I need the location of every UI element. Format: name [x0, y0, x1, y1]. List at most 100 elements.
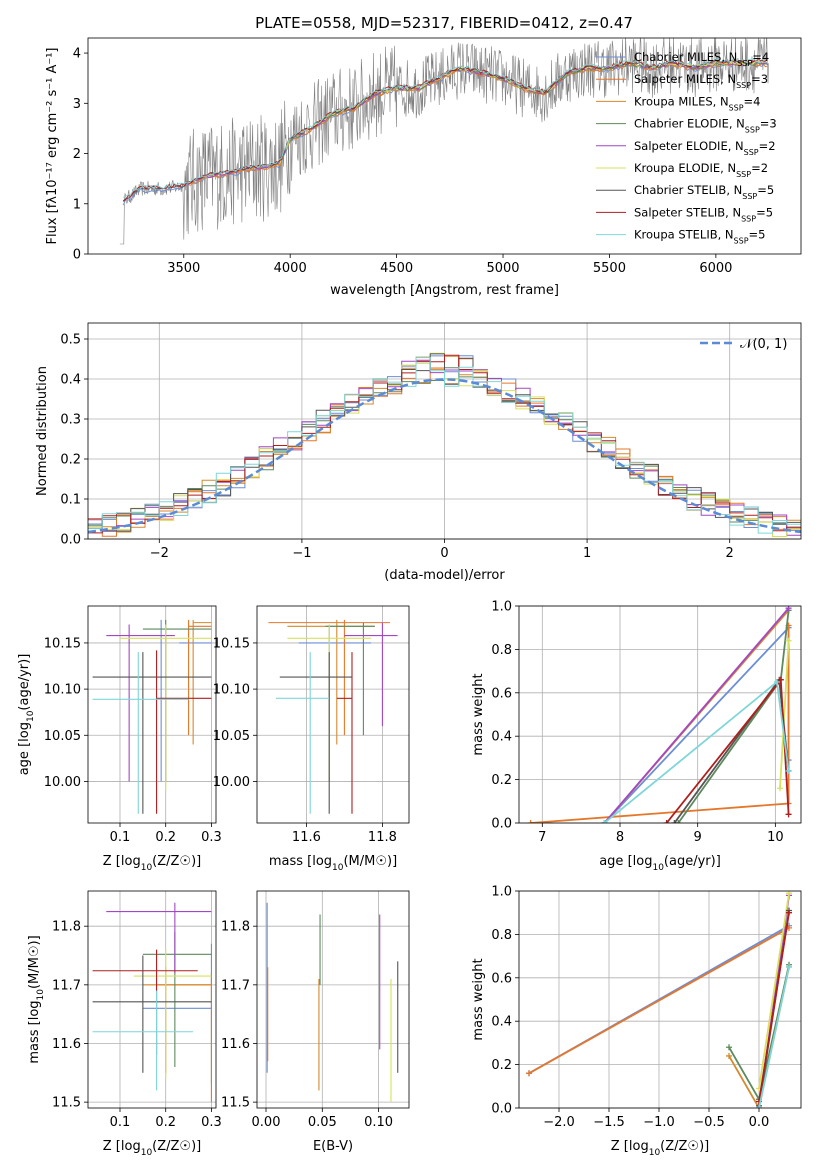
y-axis-label: age [log10(age/yr)]	[17, 654, 36, 776]
series-marker	[756, 1105, 762, 1108]
series-line-6	[758, 893, 790, 1089]
y-tick-label: 0.5	[60, 333, 81, 348]
axes-frame	[518, 890, 802, 1109]
plot-area-mass-vs-ebv	[266, 902, 399, 1103]
y-tick-label: 0	[73, 248, 81, 263]
x-axis-label: wavelength [Angstrom, rest frame]	[330, 283, 559, 298]
y-tick-label: 0.6	[491, 686, 512, 701]
y-tick-label: 0.0	[491, 1102, 512, 1117]
legend-label: Kroupa STELIB, NSSP=5	[634, 228, 765, 246]
x-tick-label: 2	[726, 546, 734, 561]
y-tick-label: 10.00	[44, 775, 81, 790]
series-marker	[663, 820, 670, 823]
series-line-5	[603, 607, 790, 823]
y-tick-label: 0.2	[60, 453, 81, 468]
y-tick-label: 0.0	[491, 817, 512, 832]
series-line-6	[779, 640, 790, 789]
panel-spectrum: 3500 4000 4500 5000 5500 6000 0 1 2 3 4 Chabrier MI…	[45, 37, 802, 298]
x-tick-label: 0.10	[364, 1115, 393, 1130]
series-marker	[785, 767, 792, 774]
x-tick-label: 0.2	[155, 1115, 176, 1130]
axes-frame	[87, 890, 217, 1109]
plot-area-age-vs-mass	[268, 619, 398, 814]
y-tick-label: 3	[73, 97, 81, 112]
series-marker	[671, 820, 678, 823]
y-tick-label: 10.15	[213, 636, 250, 651]
y-tick-label: 11.5	[221, 1096, 250, 1111]
x-tick-label: 8	[616, 830, 624, 845]
x-tick-label: 0.3	[201, 830, 222, 845]
y-tick-label: 11.8	[52, 920, 81, 935]
x-tick-label: 6000	[699, 261, 732, 276]
y-tick-label: 2	[73, 147, 81, 162]
y-tick-label: 0.4	[491, 730, 512, 745]
x-axis-label: E(B-V)	[313, 1139, 353, 1154]
y-axis-label: mass [log10(M/M☉)]	[27, 935, 46, 1063]
plot-area-weight-vs-age	[527, 606, 792, 823]
x-axis-label: Z [log10(Z/Z☉)]	[103, 1139, 201, 1158]
axes-frame	[87, 37, 802, 255]
y-axis-label: mass weight	[471, 958, 486, 1040]
series-marker	[777, 676, 784, 683]
y-tick-label: 10.05	[213, 729, 250, 744]
series-marker	[786, 909, 792, 916]
series-line-2	[528, 927, 790, 1075]
panel-residuals: −2 −1 0 1 2 0.0 0.1 0.2 0.3 0.4 0.5 𝒩(0, 1) (data-mo…	[35, 322, 802, 583]
y-tick-label: 11.7	[52, 978, 81, 993]
x-tick-label: 0.2	[155, 830, 176, 845]
model-spectrum-9	[122, 58, 767, 198]
panel-age-vs-Z: 0.1 0.2 0.3 10.00 10.05 10.10 10.15 Z [log10(Z/…	[17, 605, 222, 873]
series-marker	[777, 785, 784, 792]
x-tick-label: 10	[767, 830, 784, 845]
series-marker	[785, 811, 792, 818]
y-tick-label: 1.0	[491, 885, 512, 900]
legend-label: Salpeter STELIB, NSSP=5	[634, 205, 773, 223]
x-tick-label: −0.5	[693, 1115, 725, 1130]
series-line-8	[758, 912, 790, 1102]
x-tick-label: 0.1	[110, 1115, 131, 1130]
x-tick-label: 1	[583, 546, 591, 561]
series-line-9	[603, 680, 790, 823]
y-tick-label: 1	[73, 197, 81, 212]
x-tick-label: 5000	[486, 261, 519, 276]
axes-frame	[256, 605, 410, 824]
series-marker	[675, 820, 682, 823]
legend-label: Salpeter ELODIE, NSSP=2	[634, 139, 776, 157]
y-tick-label: 11.6	[221, 1037, 250, 1052]
y-tick-label: 10.05	[44, 729, 81, 744]
y-axis-label: mass weight	[471, 673, 486, 755]
legend-label: Chabrier ELODIE, NSSP=3	[634, 117, 777, 135]
x-tick-label: −1	[292, 546, 311, 561]
histogram-9	[88, 357, 801, 534]
x-tick-label: 0.3	[201, 1115, 222, 1130]
series-marker	[526, 1070, 532, 1077]
panel-mass-vs-Z: 0.1 0.2 0.3 11.5 11.6 11.7 11.8 Z [log10(Z/Z☉)]…	[27, 890, 222, 1158]
x-tick-label: 0.0	[749, 1115, 770, 1130]
series-marker	[786, 963, 792, 970]
x-tick-label: 0.00	[252, 1115, 281, 1130]
model-spectrum-8	[122, 59, 767, 202]
y-tick-label: 0.0	[60, 533, 81, 548]
x-axis-label: (data-model)/error	[384, 568, 505, 583]
series-line-9	[758, 966, 790, 1108]
y-tick-label: 10.00	[213, 775, 250, 790]
figure-title: PLATE=0558, MJD=52317, FIBERID=0412, z=0…	[255, 14, 633, 32]
plot-area-spectrum	[119, 38, 769, 245]
x-tick-label: 7	[538, 830, 546, 845]
x-tick-label: 5500	[593, 261, 626, 276]
x-axis-label: age [log10(age/yr)]	[599, 854, 721, 873]
x-tick-label: −1.0	[643, 1115, 675, 1130]
y-tick-label: 0.2	[491, 1058, 512, 1073]
y-tick-label: 11.5	[52, 1096, 81, 1111]
legend-label: Salpeter MILES, NSSP=3	[634, 72, 768, 90]
x-tick-label: 11.8	[368, 830, 397, 845]
series-marker	[726, 1044, 732, 1051]
y-tick-label: 0.1	[60, 493, 81, 508]
y-tick-label: 1.0	[491, 600, 512, 615]
y-axis-label: Flux [fλ10⁻¹⁷ erg cm⁻² s⁻¹ A⁻¹]	[45, 48, 60, 245]
x-tick-label: −2	[150, 546, 169, 561]
series-marker	[601, 820, 608, 823]
x-tick-label: −2.0	[543, 1115, 575, 1130]
y-tick-label: 0.6	[491, 971, 512, 986]
